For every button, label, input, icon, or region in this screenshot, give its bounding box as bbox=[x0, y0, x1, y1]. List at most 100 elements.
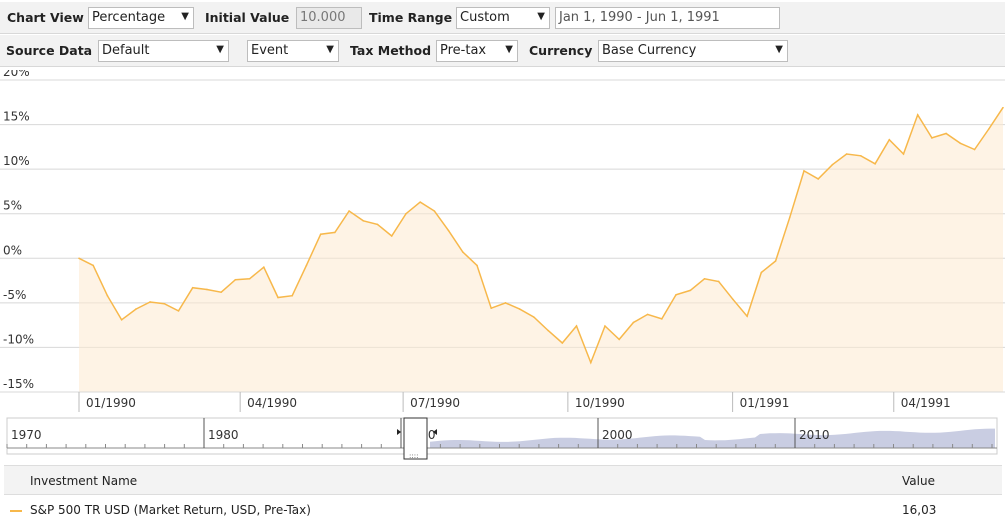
table-header: Investment Name Value bbox=[4, 465, 1002, 495]
y-tick-label: 0% bbox=[3, 243, 22, 257]
x-tick-label: 04/1990 bbox=[247, 396, 297, 410]
data-point bbox=[902, 153, 905, 155]
data-point bbox=[376, 223, 379, 226]
event-value: Event bbox=[251, 43, 289, 58]
chevron-down-icon: ▼ bbox=[216, 44, 224, 55]
y-tick-label: -5% bbox=[3, 288, 26, 302]
navigator-right-handle-icon[interactable] bbox=[433, 429, 437, 435]
data-point bbox=[191, 286, 194, 289]
y-tick-label: 15% bbox=[3, 110, 30, 124]
data-point bbox=[120, 318, 123, 321]
data-point bbox=[462, 251, 464, 253]
chevron-down-icon: ▼ bbox=[326, 44, 334, 55]
data-point bbox=[319, 233, 322, 236]
data-point bbox=[973, 148, 976, 151]
x-tick-label: 04/1991 bbox=[901, 396, 951, 410]
initial-value-input[interactable]: 10.000 bbox=[296, 7, 362, 29]
data-point bbox=[845, 153, 848, 155]
initial-value-value: 10.000 bbox=[300, 10, 346, 25]
data-point bbox=[277, 296, 279, 299]
series-area-fill bbox=[79, 107, 1003, 392]
data-point bbox=[490, 307, 493, 310]
source-data-value: Default bbox=[102, 43, 150, 58]
data-point bbox=[860, 154, 862, 157]
data-point bbox=[390, 235, 393, 237]
navigator-year-label: 1980 bbox=[208, 428, 239, 442]
data-point bbox=[703, 277, 706, 280]
y-tick-label: 5% bbox=[3, 199, 22, 213]
data-point bbox=[433, 210, 436, 212]
date-range-value: Jan 1, 1990 - Jun 1, 1991 bbox=[559, 10, 720, 25]
data-point bbox=[135, 308, 137, 310]
data-point bbox=[874, 162, 876, 165]
currency-value: Base Currency bbox=[602, 43, 697, 58]
navigator-left-handle-icon[interactable] bbox=[397, 429, 401, 435]
time-range-label: Time Range bbox=[369, 10, 453, 25]
time-range-select[interactable]: Custom ▼ bbox=[456, 7, 550, 29]
navigator-year-label: 1970 bbox=[11, 428, 42, 442]
table-row[interactable]: S&P 500 TR USD (Market Return, USD, Pre-… bbox=[4, 496, 1002, 525]
data-point bbox=[405, 212, 407, 215]
data-point bbox=[348, 210, 350, 212]
data-point bbox=[817, 178, 819, 180]
chevron-down-icon: ▼ bbox=[775, 44, 783, 55]
data-point bbox=[774, 260, 777, 262]
x-tick-label: 01/1990 bbox=[86, 396, 136, 410]
x-tick-label: 07/1990 bbox=[410, 396, 460, 410]
data-point bbox=[248, 277, 251, 280]
data-point bbox=[675, 294, 677, 296]
x-axis-labels: 01/1990 04/1990 07/1990 10/1990 01/1991 04/19… bbox=[0, 391, 1005, 412]
tax-method-select[interactable]: Pre-tax ▼ bbox=[436, 40, 518, 62]
toolbar-row-1: Chart View Percentage ▼ Initial Value 10… bbox=[0, 2, 1005, 34]
y-tick-label: 10% bbox=[3, 154, 30, 168]
navigator-range-window[interactable] bbox=[403, 417, 428, 460]
currency-select[interactable]: Base Currency ▼ bbox=[598, 40, 788, 62]
data-point bbox=[831, 163, 834, 166]
data-point bbox=[1002, 106, 1004, 109]
data-point bbox=[959, 142, 962, 145]
tax-method-value: Pre-tax bbox=[440, 43, 487, 58]
data-point bbox=[916, 113, 919, 116]
data-point bbox=[888, 138, 891, 141]
series-line bbox=[78, 107, 1004, 365]
navigator-grip-icon[interactable]: :::: bbox=[409, 452, 418, 460]
column-header-investment-name[interactable]: Investment Name bbox=[30, 474, 138, 488]
series-points bbox=[78, 106, 1004, 364]
chart-view-label: Chart View bbox=[7, 10, 84, 25]
chevron-down-icon: ▼ bbox=[181, 11, 189, 22]
data-point bbox=[604, 325, 606, 327]
time-navigator[interactable]: 19701980199020002010 :::: bbox=[0, 414, 1005, 460]
data-point bbox=[746, 315, 748, 318]
data-point bbox=[78, 257, 80, 260]
data-point bbox=[931, 137, 933, 139]
data-point bbox=[533, 316, 535, 318]
data-point bbox=[263, 266, 265, 268]
data-point bbox=[291, 294, 294, 297]
data-point bbox=[504, 302, 507, 304]
data-point bbox=[419, 201, 421, 203]
date-range-input[interactable]: Jan 1, 1990 - Jun 1, 1991 bbox=[555, 7, 780, 29]
performance-chart[interactable]: 20%15%10%5%0%-5%-10%-15% 01/1990 04/1990 0… bbox=[0, 70, 1005, 412]
source-data-select[interactable]: Default ▼ bbox=[98, 40, 229, 62]
data-point bbox=[646, 313, 649, 316]
y-tick-label: -10% bbox=[3, 332, 34, 346]
data-point bbox=[334, 231, 336, 234]
data-point bbox=[987, 128, 990, 130]
data-point bbox=[163, 302, 166, 305]
source-data-label: Source Data bbox=[6, 43, 93, 58]
event-select[interactable]: Event ▼ bbox=[247, 40, 339, 62]
data-point bbox=[632, 321, 635, 324]
navigator-minor-ticks bbox=[6, 444, 993, 448]
data-point bbox=[760, 271, 763, 274]
chevron-down-icon: ▼ bbox=[505, 44, 513, 55]
navigator-year-label: 2000 bbox=[602, 428, 633, 442]
chart-view-value: Percentage bbox=[92, 10, 166, 25]
y-tick-label: 20% bbox=[3, 70, 30, 79]
chart-view-select[interactable]: Percentage ▼ bbox=[88, 7, 194, 29]
column-header-value[interactable]: Value bbox=[902, 474, 935, 488]
time-range-value: Custom bbox=[460, 10, 510, 25]
data-point bbox=[732, 298, 734, 301]
investment-name-cell: S&P 500 TR USD (Market Return, USD, Pre-… bbox=[30, 503, 311, 517]
data-point bbox=[589, 361, 592, 364]
data-point bbox=[234, 278, 237, 281]
